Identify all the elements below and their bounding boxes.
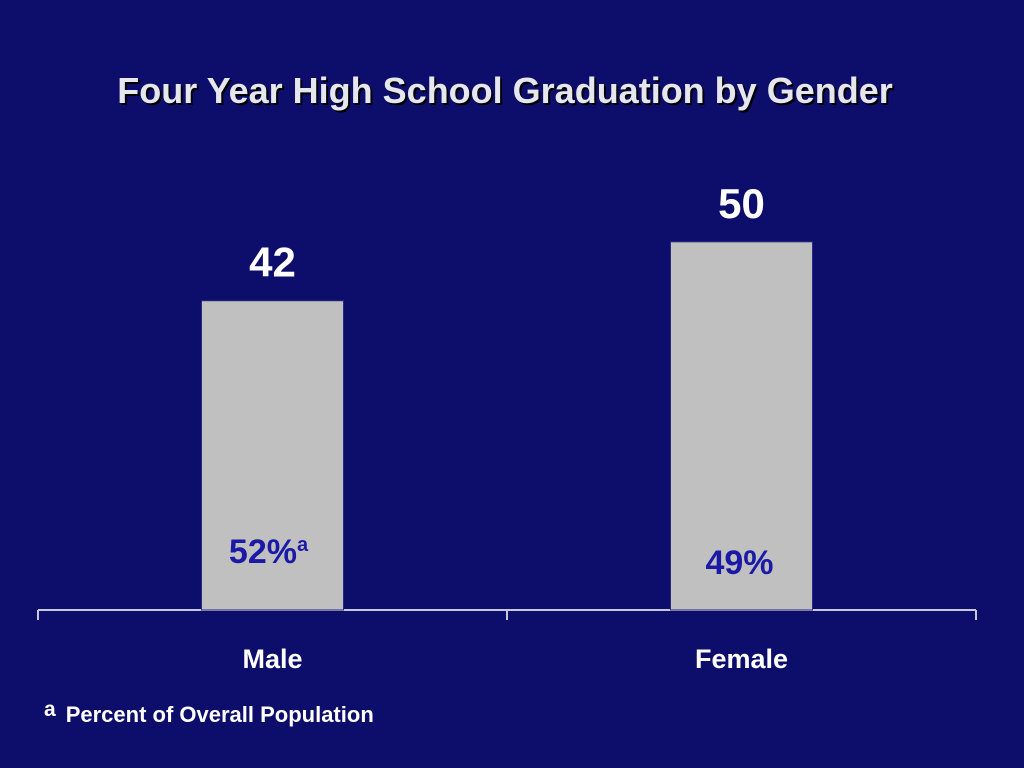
bar-percent-label: 49% xyxy=(705,544,773,582)
bar-male xyxy=(201,300,344,611)
chart-title: Four Year High School Graduation by Gend… xyxy=(117,70,893,111)
x-axis-tick-label: Male xyxy=(242,644,302,674)
footnote-text: Percent of Overall Population xyxy=(65,702,374,727)
footnote-marker: a xyxy=(44,698,56,721)
bar-percent-label: 52%a xyxy=(229,533,309,571)
bar-value-label: 50 xyxy=(718,180,765,227)
bar-value-label: 42 xyxy=(249,239,296,286)
bar-female xyxy=(670,241,813,611)
footnote: a Percent of Overall Population xyxy=(44,698,374,728)
x-axis-tick-label: Female xyxy=(695,644,788,674)
